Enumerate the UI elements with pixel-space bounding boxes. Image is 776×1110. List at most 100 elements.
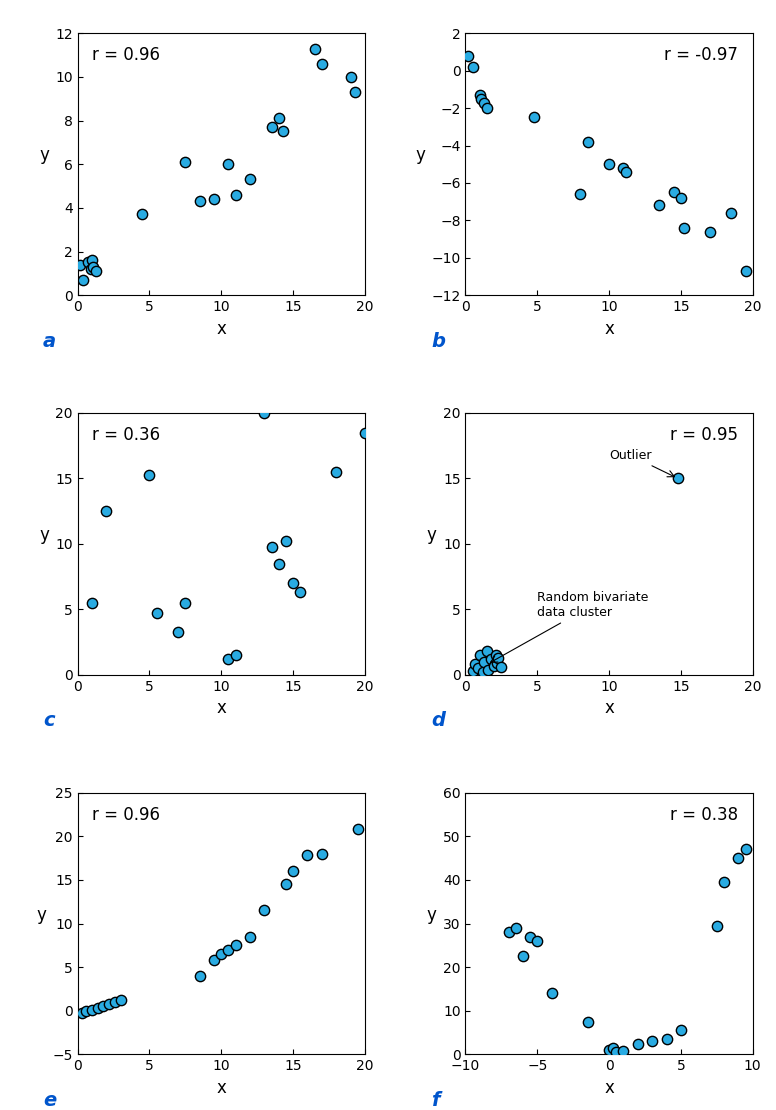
Point: [193, 967, 206, 985]
Point: [510, 919, 522, 937]
Point: [86, 594, 99, 612]
Point: [308, 40, 320, 58]
Point: [272, 110, 285, 128]
Point: [740, 262, 752, 280]
Point: [732, 849, 744, 867]
Point: [279, 533, 292, 551]
Point: [672, 470, 684, 487]
Point: [517, 948, 529, 966]
Text: b: b: [431, 332, 445, 351]
Text: r = -0.97: r = -0.97: [664, 47, 738, 64]
Point: [230, 185, 242, 203]
Point: [294, 584, 307, 602]
Y-axis label: y: y: [415, 147, 425, 164]
Point: [610, 1043, 622, 1061]
Point: [492, 649, 504, 667]
Point: [77, 271, 89, 289]
Point: [222, 941, 234, 959]
Point: [603, 1041, 615, 1059]
Y-axis label: y: y: [36, 906, 47, 924]
X-axis label: x: x: [605, 320, 614, 337]
Point: [617, 159, 629, 176]
Point: [674, 189, 687, 206]
Point: [265, 537, 278, 555]
Point: [472, 659, 484, 677]
Point: [87, 258, 99, 275]
Text: r = 0.38: r = 0.38: [670, 806, 738, 824]
Point: [632, 1035, 644, 1052]
Point: [677, 219, 690, 236]
Point: [287, 862, 300, 880]
Point: [208, 951, 220, 969]
Point: [316, 56, 328, 73]
Point: [103, 995, 116, 1012]
Point: [76, 1003, 88, 1021]
Point: [265, 119, 278, 137]
Point: [244, 928, 256, 946]
Point: [208, 190, 220, 208]
X-axis label: x: x: [217, 699, 226, 717]
Point: [488, 657, 501, 675]
Text: r = 0.96: r = 0.96: [92, 47, 160, 64]
Point: [230, 937, 242, 955]
Point: [711, 917, 723, 935]
Point: [617, 1042, 629, 1060]
Point: [502, 924, 514, 941]
Text: r = 0.96: r = 0.96: [92, 806, 160, 824]
Point: [481, 99, 494, 117]
Point: [92, 999, 104, 1017]
Point: [193, 192, 206, 210]
Point: [277, 122, 289, 140]
Point: [151, 605, 163, 623]
Point: [109, 993, 121, 1011]
Point: [179, 594, 192, 612]
Point: [476, 664, 489, 682]
Point: [222, 155, 234, 173]
Point: [86, 251, 99, 269]
Point: [287, 574, 300, 592]
Point: [352, 820, 364, 838]
Point: [215, 946, 227, 963]
Point: [466, 58, 479, 75]
Point: [330, 463, 342, 481]
Point: [90, 262, 102, 280]
Point: [581, 1013, 594, 1031]
Point: [74, 255, 87, 273]
Y-axis label: y: y: [39, 526, 49, 544]
Point: [524, 928, 536, 946]
Point: [301, 847, 314, 865]
Point: [244, 171, 256, 189]
Text: f: f: [431, 1091, 439, 1110]
Point: [581, 133, 594, 151]
X-axis label: x: x: [217, 320, 226, 337]
Point: [603, 155, 615, 173]
Point: [81, 253, 94, 271]
Point: [528, 109, 541, 127]
Point: [674, 1021, 687, 1039]
X-axis label: x: x: [605, 699, 614, 717]
Point: [100, 503, 113, 521]
Point: [258, 404, 271, 422]
Point: [660, 1030, 673, 1048]
Y-axis label: y: y: [39, 147, 49, 164]
Point: [359, 424, 371, 442]
Point: [179, 153, 192, 171]
X-axis label: x: x: [605, 1079, 614, 1097]
Point: [85, 260, 97, 278]
Text: c: c: [43, 712, 54, 730]
Point: [272, 555, 285, 573]
Point: [115, 990, 127, 1008]
Point: [646, 1032, 658, 1050]
Point: [531, 932, 543, 950]
Point: [718, 874, 730, 891]
Point: [279, 876, 292, 894]
Point: [258, 901, 271, 919]
Point: [473, 646, 486, 664]
Point: [607, 1039, 619, 1057]
Point: [725, 204, 737, 222]
Y-axis label: y: y: [427, 906, 437, 924]
Point: [667, 183, 680, 201]
Text: r = 0.95: r = 0.95: [670, 426, 738, 444]
Point: [482, 660, 494, 678]
Point: [222, 650, 234, 668]
